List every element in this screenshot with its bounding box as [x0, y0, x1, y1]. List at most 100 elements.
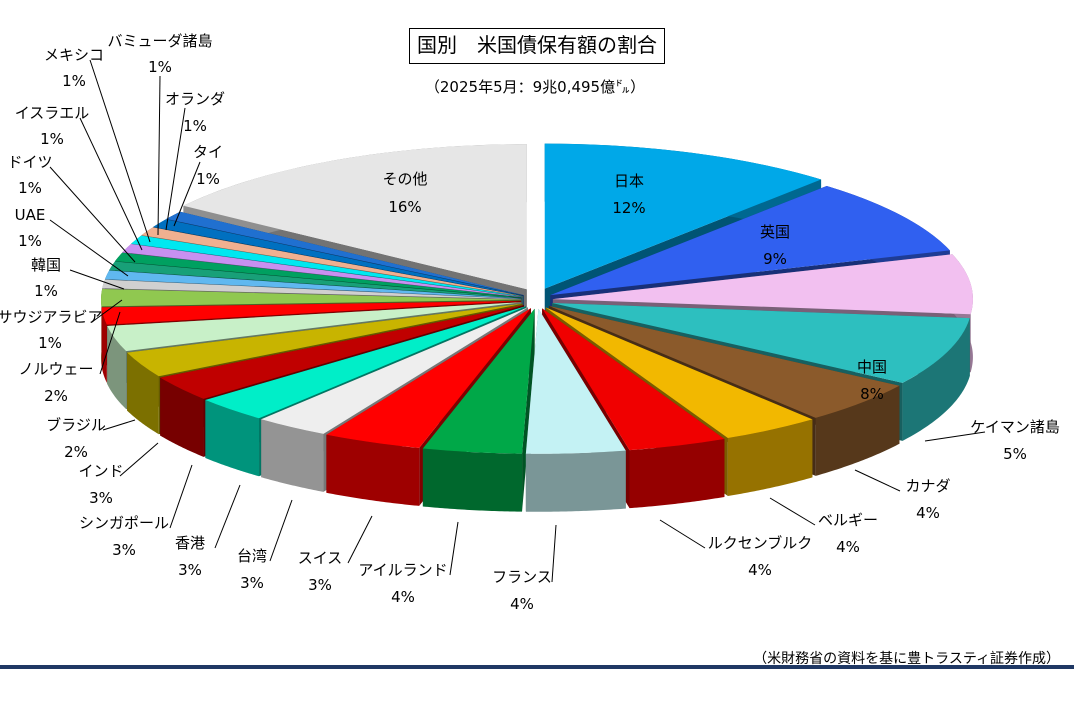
slice-value-17: 1%	[38, 334, 62, 352]
pie-slice-top-25	[166, 211, 524, 296]
pie-slice-top-23	[141, 227, 523, 297]
pie-slice-top-16	[101, 289, 522, 307]
slice-value-23: 1%	[148, 58, 172, 76]
leader-line-23	[157, 75, 161, 236]
leader-line-11	[269, 499, 293, 562]
pie-slice-rim-3	[902, 318, 970, 441]
pie-slice-top-5	[545, 307, 813, 439]
pie-slices	[101, 143, 973, 512]
slice-label-9: アイルランド	[358, 561, 447, 579]
pie-slice-top-22	[131, 235, 523, 297]
slice-value-1: 9%	[763, 250, 787, 268]
slice-label-22: メキシコ	[44, 46, 104, 64]
leader-line-18	[69, 269, 125, 290]
pie-slice-rim-13	[127, 352, 159, 435]
slice-value-8: 4%	[510, 595, 534, 613]
leader-line-13	[169, 464, 193, 529]
leader-line-14	[119, 442, 159, 477]
slice-value-3: 8%	[860, 385, 884, 403]
slice-value-13: 3%	[112, 541, 136, 559]
pie-slice-top-19	[109, 261, 522, 299]
pie-slice-rim-9	[326, 434, 420, 506]
slice-label-1: 英国	[760, 223, 790, 241]
pie-slice-top-20	[115, 252, 522, 298]
slice-value-4: 5%	[1003, 445, 1027, 463]
bottom-rule	[0, 665, 1074, 669]
pie-slice-top-0	[544, 143, 822, 289]
pie-slice-top-8	[422, 308, 535, 454]
slice-value-10: 3%	[308, 576, 332, 594]
leader-line-8	[551, 524, 557, 583]
pie-slice-rim-7	[525, 450, 626, 512]
leader-line-17	[91, 299, 123, 323]
slice-value-9: 4%	[391, 588, 415, 606]
leader-line-10	[347, 515, 373, 564]
slice-label-20: ドイツ	[7, 153, 52, 171]
slice-label-5: カナダ	[905, 477, 950, 495]
slice-value-15: 2%	[64, 443, 88, 461]
pie-slice-top-4	[548, 305, 900, 418]
slice-label-6: ベルギー	[818, 511, 878, 529]
leader-line-12	[214, 484, 241, 549]
slice-label-13: シンガポール	[79, 514, 169, 532]
slice-value-0: 12%	[612, 199, 645, 217]
slice-label-0: 日本	[614, 172, 644, 190]
pie-slice-top-11	[205, 306, 526, 419]
pie-slice-top-9	[326, 308, 531, 448]
leader-line-20	[49, 166, 136, 263]
slice-value-26: 16%	[388, 198, 421, 216]
leader-line-25	[173, 161, 201, 227]
pie-slice-rim-11	[205, 400, 260, 477]
chart-title: 国別 米国債保有額の割合	[409, 28, 665, 64]
slice-label-16: ノルウェー	[18, 360, 93, 378]
slice-value-18: 1%	[34, 282, 58, 300]
leader-line-4	[924, 431, 986, 442]
slice-label-4: ケイマン諸島	[970, 418, 1060, 436]
pie-slice-rim-8	[422, 448, 523, 512]
slice-value-7: 4%	[748, 561, 772, 579]
slice-value-11: 3%	[240, 574, 264, 592]
pie-slice-top-15	[101, 300, 522, 325]
slice-label-18: 韓国	[31, 256, 61, 274]
source-note: （米財務省の資料を基に豊トラスティ証券作成）	[753, 651, 1060, 667]
pie-slice-top-7	[525, 308, 626, 454]
pie-slice-top-21	[122, 244, 522, 298]
slice-label-15: ブラジル	[46, 416, 106, 434]
slice-value-20: 1%	[18, 179, 42, 197]
slice-label-24: オランダ	[165, 90, 225, 108]
pie-slice-top-6	[542, 308, 725, 451]
pie-slice-top-2	[552, 254, 973, 315]
slice-label-11: 台湾	[237, 547, 267, 565]
slice-label-14: インド	[78, 462, 123, 480]
slice-value-6: 4%	[836, 538, 860, 556]
pie-slice-rim-6	[629, 438, 725, 509]
pie-slice-rim-4	[815, 385, 900, 476]
leader-line-5	[854, 469, 901, 492]
slice-label-3: 中国	[857, 358, 887, 376]
slice-value-16: 2%	[44, 387, 68, 405]
pie-slice-top-10	[261, 307, 528, 434]
pie-slice-top-17	[102, 279, 522, 300]
slice-label-8: フランス	[492, 568, 552, 586]
slice-label-10: スイス	[298, 549, 343, 567]
chart-subtitle: （2025年5月：9兆0,495億㌦）	[424, 78, 646, 96]
pie-slice-rim-14	[107, 325, 127, 410]
leader-line-15	[102, 419, 136, 431]
slice-value-14: 3%	[89, 489, 113, 507]
slice-label-7: ルクセンブルク	[708, 534, 813, 552]
leader-line-22	[89, 59, 151, 243]
pie-slice-top-3	[552, 302, 970, 383]
pie-slice-top-14	[107, 302, 522, 352]
slice-label-19: UAE	[15, 206, 46, 224]
slice-label-26: その他	[382, 170, 427, 188]
pie-slice-top-1	[550, 185, 950, 296]
slice-value-12: 3%	[178, 561, 202, 579]
pie-slice-top-12	[160, 305, 524, 399]
slice-labels: 日本 12% 英国 9% 中国 8% ケイマン諸島 5% カナダ 4% ベルギー 4% ルクセンブルク 4…	[0, 32, 1060, 613]
pie-slice-7	[525, 308, 626, 512]
pie-slice-rim-5	[727, 419, 813, 497]
slice-label-17: サウジアラビア	[0, 308, 103, 326]
slice-label-23: バミューダ諸島	[107, 32, 212, 50]
leader-line-9	[449, 521, 459, 576]
